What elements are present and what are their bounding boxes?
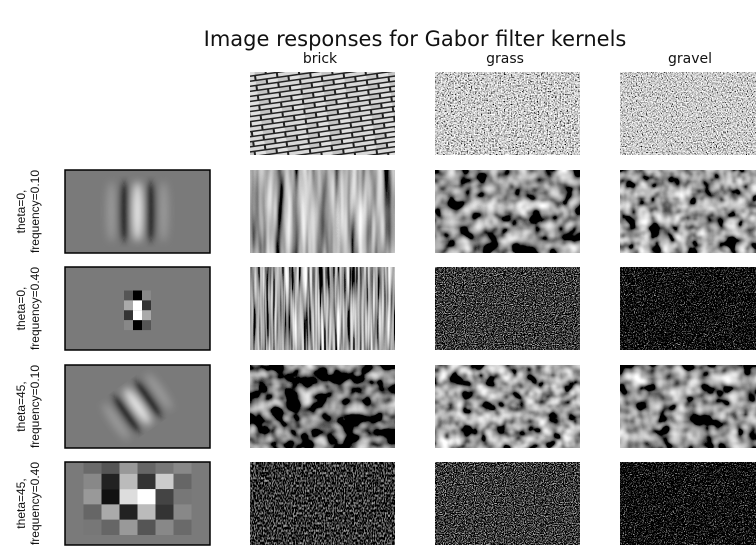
response-image	[620, 462, 756, 545]
response-image	[250, 267, 395, 350]
response-image	[435, 365, 580, 448]
kernel-image	[65, 170, 210, 253]
row-label: frequency=0.40	[28, 267, 42, 350]
response-image	[250, 170, 395, 253]
figure-title: Image responses for Gabor filter kernels	[204, 27, 627, 51]
response-image	[435, 267, 580, 350]
row-label: frequency=0.40	[28, 462, 42, 545]
response-image	[620, 365, 756, 448]
texture-image	[435, 72, 580, 155]
figure: Image responses for Gabor filter kernels…	[0, 0, 756, 546]
row-label: theta=0,	[14, 190, 28, 234]
image-grid	[65, 72, 756, 545]
row-label: theta=0,	[14, 287, 28, 331]
row-label: theta=45,	[14, 381, 28, 431]
row-label: theta=45,	[14, 478, 28, 528]
response-image	[620, 267, 756, 350]
response-image	[435, 170, 580, 253]
texture-image	[250, 72, 395, 155]
column-label: brick	[303, 51, 338, 67]
column-label: grass	[486, 51, 524, 67]
texture-image	[620, 72, 756, 155]
kernel-image	[65, 459, 210, 546]
kernel-image	[65, 267, 210, 350]
response-image	[250, 365, 395, 448]
kernel-image	[65, 365, 210, 448]
response-image	[250, 462, 395, 545]
row-label: frequency=0.10	[28, 170, 42, 253]
response-image	[620, 170, 756, 253]
column-label: gravel	[668, 51, 712, 67]
response-image	[435, 462, 580, 545]
row-label: frequency=0.10	[28, 365, 42, 448]
